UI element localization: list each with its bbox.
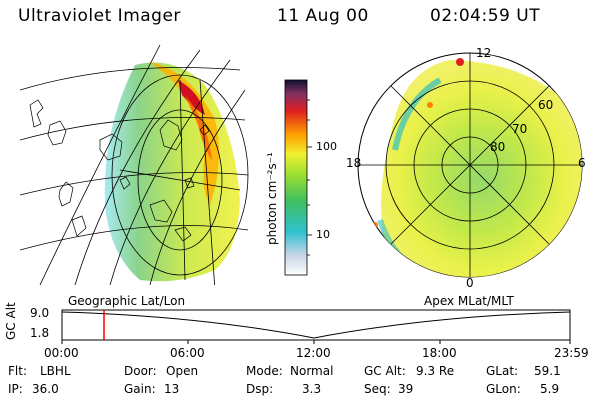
gc-alt-label: GC Alt: xyxy=(364,364,406,378)
filter-value: LBHL xyxy=(40,364,71,378)
polar-emission-region xyxy=(381,60,582,277)
ip-label: IP: xyxy=(8,382,23,396)
timeline-ylabel: GC Alt xyxy=(4,302,18,340)
polar-map-panel xyxy=(357,52,583,278)
left-panel-caption: Geographic Lat/Lon xyxy=(68,294,186,308)
door-value: Open xyxy=(166,364,199,378)
colorbar-label: photon cm⁻²s⁻¹ xyxy=(265,152,279,245)
mlt-label-12: 12 xyxy=(476,46,492,60)
mlt-label-6: 6 xyxy=(578,156,586,170)
ip-value: 36.0 xyxy=(32,382,59,396)
dsp-label: Dsp: xyxy=(246,382,274,396)
glon-value: 5.9 xyxy=(540,382,560,396)
seq-value: 39 xyxy=(398,382,414,396)
mlt-label-18: 18 xyxy=(346,156,362,170)
timeline-xtick-0000: 00:00 xyxy=(44,346,79,360)
auroral-emission-region xyxy=(104,62,240,282)
glat-value: 59.1 xyxy=(534,364,561,378)
colorbar-tick-100: 100 xyxy=(316,140,337,153)
gc-alt-value: 9.3 Re xyxy=(416,364,455,378)
timeline-ytick-low: 1.8 xyxy=(30,326,50,340)
mlat-label-70: 70 xyxy=(512,122,528,136)
right-panel-caption: Apex MLat/MLT xyxy=(424,294,514,308)
seq-label: Seq: xyxy=(364,382,391,396)
mlat-label-60: 60 xyxy=(538,98,554,112)
mlt-label-0: 0 xyxy=(466,276,474,290)
altitude-timeline xyxy=(61,309,571,344)
glon-label: GLon: xyxy=(486,382,521,396)
gain-label: Gain: xyxy=(124,382,156,396)
altitude-curve xyxy=(61,311,571,339)
image-title: Ultraviolet Imager xyxy=(18,6,181,26)
timeline-xtick-1800: 18:00 xyxy=(422,346,457,360)
gain-value: 13 xyxy=(164,382,180,396)
mlat-label-80: 80 xyxy=(490,140,506,154)
mode-value: Normal xyxy=(290,364,334,378)
timeline-ytick-high: 9.0 xyxy=(30,306,50,320)
colorbar-ticks xyxy=(307,99,312,256)
timeline-xtick-0600: 06:00 xyxy=(170,346,205,360)
colorbar-tick-10: 10 xyxy=(316,228,330,241)
dsp-value: 3.3 xyxy=(302,382,322,396)
glat-label: GLat: xyxy=(486,364,519,378)
coastlines xyxy=(29,99,210,242)
image-date: 11 Aug 00 xyxy=(277,6,369,26)
colorbar xyxy=(284,79,308,276)
timeline-xtick-2359: 23:59 xyxy=(554,346,589,360)
auroral-oval-peak xyxy=(178,80,205,115)
geographic-map-panel xyxy=(20,45,249,285)
polar-grid xyxy=(358,53,582,277)
auroral-oval-core xyxy=(185,95,212,160)
lat-lon-grid xyxy=(20,45,249,285)
door-label: Door: xyxy=(124,364,157,378)
image-time: 02:04:59 UT xyxy=(430,6,541,26)
timeline-xtick-1200: 12:00 xyxy=(296,346,331,360)
filter-label: Flt: xyxy=(8,364,27,378)
mode-label: Mode: xyxy=(246,364,283,378)
